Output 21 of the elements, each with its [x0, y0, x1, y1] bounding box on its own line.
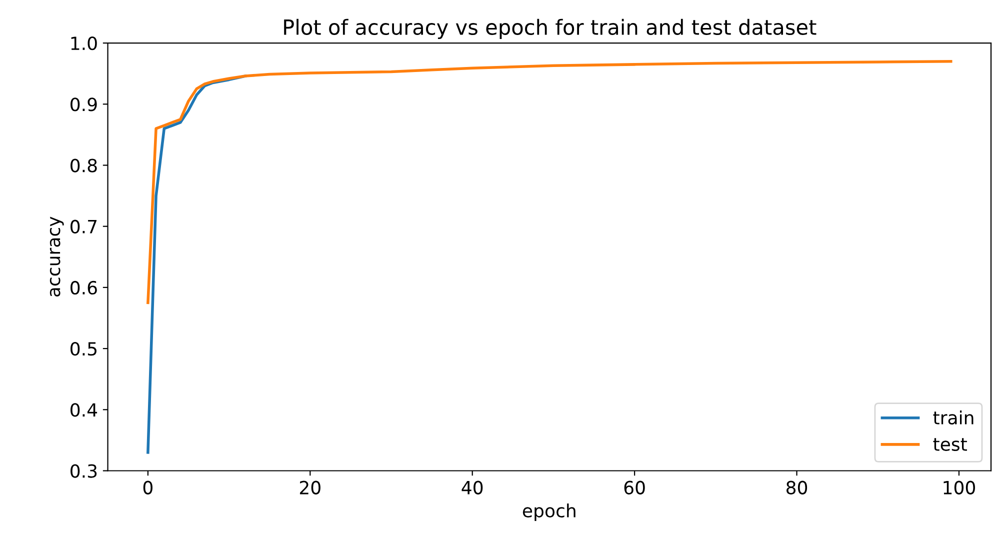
legend-label: train [933, 410, 974, 424]
y-tick-label: 0.6 [70, 280, 97, 295]
line-series [146, 60, 952, 304]
line-series [146, 74, 247, 454]
legend-label: test [933, 438, 967, 451]
x-tick-label: 100 [944, 480, 976, 494]
y-tick-label: 0.3 [70, 464, 97, 478]
x-tick-label: 20 [300, 480, 320, 494]
x-tick-label: 0 [143, 480, 152, 494]
x-tick-label: 60 [624, 480, 645, 494]
x-axis-title: epoch [522, 504, 576, 521]
x-tick-label: 40 [462, 480, 483, 494]
y-tick-label: 0.4 [70, 403, 98, 417]
y-tick-label: 1.0 [71, 36, 97, 50]
x-tick-label: 80 [786, 480, 808, 494]
y-tick-label: 0.8 [70, 158, 97, 172]
chart-title: Plot of accuracy vs epoch for train and test dataset [284, 18, 816, 40]
y-tick-label: 0.9 [70, 98, 97, 112]
y-tick-label: 0.7 [70, 220, 97, 234]
y-axis-title: accuracy [50, 216, 64, 297]
y-tick-label: 0.5 [70, 342, 96, 356]
